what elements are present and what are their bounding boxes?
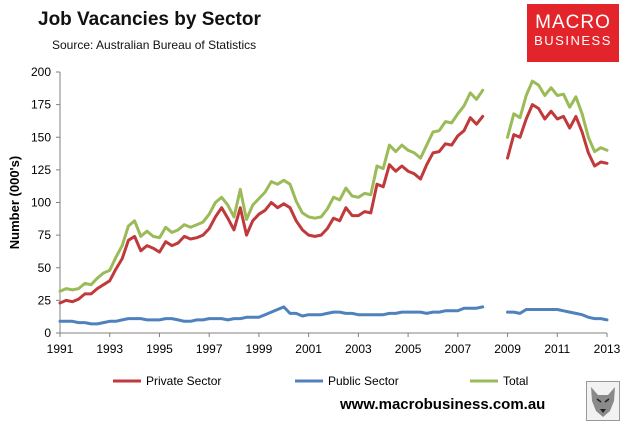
legend-label-public-sector: Public Sector: [328, 374, 399, 388]
y-tick-label: 0: [44, 326, 51, 340]
x-tick-label: 2011: [544, 342, 570, 356]
x-tick-label: 2003: [345, 342, 372, 356]
x-tick-label: 1997: [196, 342, 223, 356]
chart-legend: Private Sector Public Sector Total: [113, 374, 528, 388]
macrobusiness-logo: MACRO BUSINESS: [527, 4, 619, 62]
y-tick-label: 25: [38, 293, 52, 307]
y-tick-label: 150: [31, 130, 51, 144]
y-tick-label: 200: [31, 65, 51, 79]
y-tick-label: 125: [31, 163, 51, 177]
chart-title: Job Vacancies by Sector: [38, 9, 261, 30]
x-tick-label: 1999: [246, 342, 273, 356]
y-axis-title: Number (000's): [7, 156, 22, 249]
logo-line-1: MACRO: [535, 12, 611, 33]
fox-logo-icon: [586, 381, 620, 421]
chart-axes: 0 25 50 75 100 125 150 175 200 1991 1993 1995 1997 19…: [7, 65, 621, 356]
x-tick-label: 2007: [444, 342, 471, 356]
x-tick-label: 2009: [494, 342, 521, 356]
x-tick-label: 2013: [594, 342, 621, 356]
series-layer: [58, 79, 609, 326]
legend-label-private-sector: Private Sector: [146, 374, 221, 388]
series-line-public-sector: [58, 305, 609, 326]
x-tick-label: 1993: [96, 342, 123, 356]
logo-line-2: BUSINESS: [534, 33, 612, 48]
x-tick-label: 2005: [395, 342, 422, 356]
x-tick-label: 1995: [146, 342, 173, 356]
series-line-private-sector: [58, 103, 609, 305]
y-tick-label: 75: [38, 228, 52, 242]
chart-subtitle: Source: Australian Bureau of Statistics: [52, 38, 257, 52]
series-line-total: [58, 79, 609, 293]
website-url: www.macrobusiness.com.au: [340, 396, 546, 413]
legend-label-total: Total: [503, 374, 528, 388]
y-tick-label: 175: [31, 98, 51, 112]
y-tick-label: 50: [38, 261, 52, 275]
y-tick-label: 100: [31, 196, 51, 210]
x-tick-label: 1991: [47, 342, 74, 356]
x-tick-label: 2001: [295, 342, 322, 356]
